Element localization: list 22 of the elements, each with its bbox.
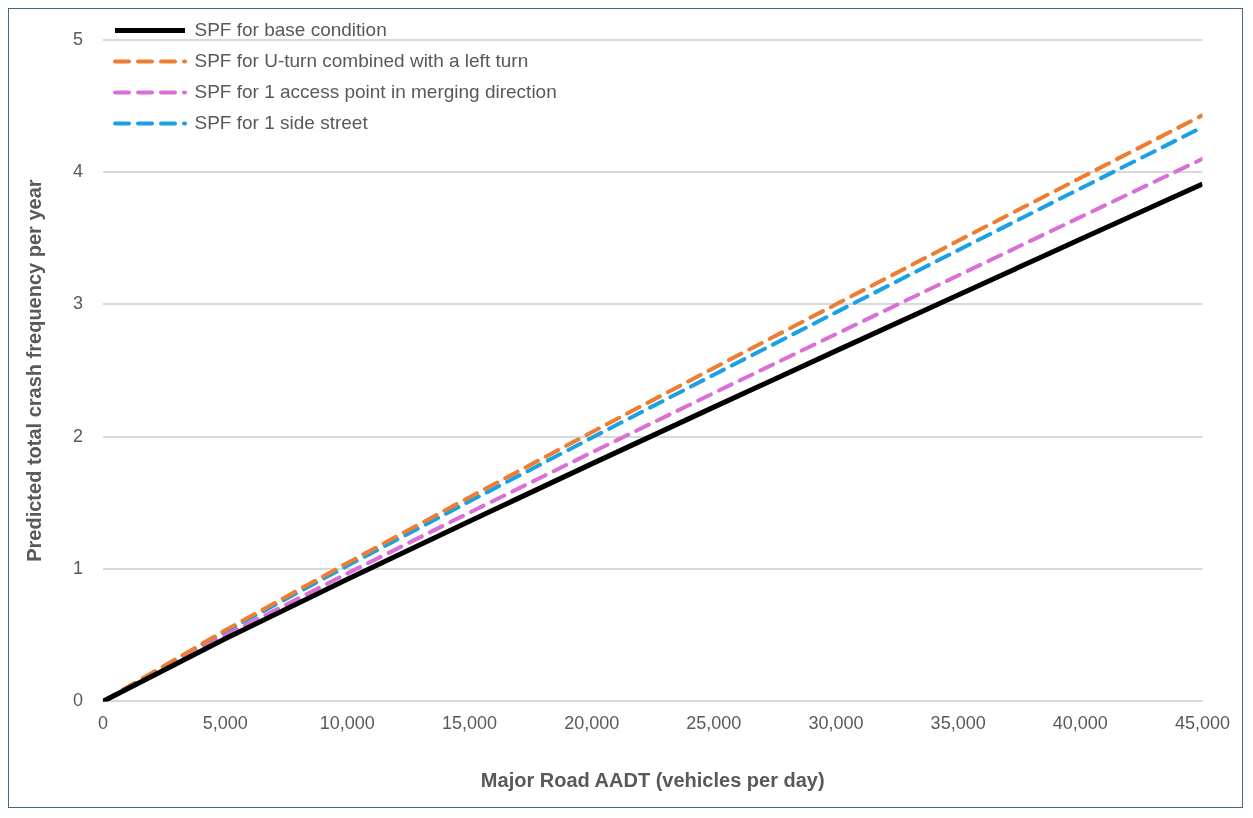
legend-label: SPF for U-turn combined with a left turn — [194, 49, 529, 71]
x-tick-label: 15,000 — [441, 713, 498, 734]
y-tick-label: 4 — [73, 161, 84, 182]
y-axis-title: Predicted total crash frequency per year — [22, 179, 45, 562]
x-tick-label: 35,000 — [930, 713, 986, 734]
legend-label: SPF for 1 access point in merging direction — [194, 80, 557, 102]
legend-label: SPF for base condition — [194, 18, 387, 40]
legend-label: SPF for 1 side street — [194, 111, 369, 133]
y-tick-label: 3 — [73, 293, 84, 314]
y-tick-label: 0 — [73, 690, 84, 711]
x-tick-label: 20,000 — [564, 713, 620, 734]
x-tick-label: 40,000 — [1052, 713, 1108, 734]
y-tick-label: 1 — [73, 558, 84, 579]
x-axis-title: Major Road AADT (vehicles per day) — [480, 768, 825, 791]
x-tick-label: 30,000 — [808, 713, 864, 734]
x-tick-label: 45,000 — [1174, 713, 1230, 734]
y-tick-label: 2 — [73, 425, 84, 446]
y-tick-label: 5 — [73, 28, 84, 49]
x-tick-label: 25,000 — [686, 713, 742, 734]
x-tick-label: 10,000 — [319, 713, 375, 734]
x-tick-label: 5,000 — [202, 713, 248, 734]
x-tick-label: 0 — [98, 713, 109, 734]
